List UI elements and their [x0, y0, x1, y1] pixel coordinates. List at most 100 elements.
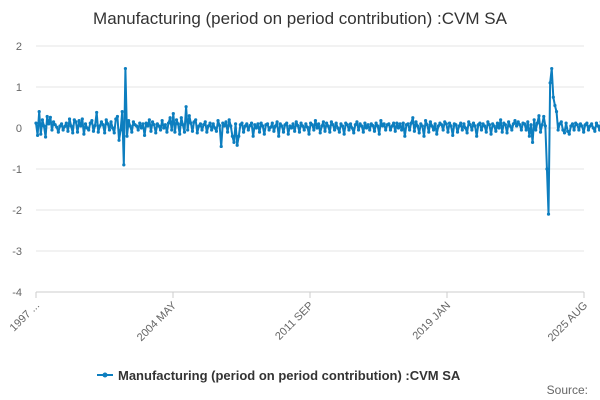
data-point[interactable]	[74, 120, 78, 124]
data-point[interactable]	[470, 128, 474, 132]
data-point[interactable]	[233, 122, 238, 126]
data-point[interactable]	[313, 119, 318, 123]
data-point[interactable]	[130, 130, 134, 134]
data-point[interactable]	[63, 124, 67, 128]
data-point[interactable]	[479, 128, 484, 132]
data-point[interactable]	[428, 120, 432, 124]
data-point[interactable]	[423, 119, 428, 123]
data-point[interactable]	[554, 110, 559, 114]
data-point[interactable]	[136, 128, 140, 132]
data-point[interactable]	[546, 212, 551, 216]
data-point[interactable]	[218, 123, 222, 128]
data-point[interactable]	[321, 120, 325, 124]
data-point[interactable]	[366, 123, 370, 127]
data-point[interactable]	[211, 122, 215, 126]
data-point[interactable]	[332, 128, 337, 132]
data-point[interactable]	[64, 121, 68, 125]
data-point[interactable]	[71, 131, 75, 135]
data-point[interactable]	[43, 135, 48, 139]
data-point[interactable]	[111, 126, 115, 130]
data-point[interactable]	[254, 126, 258, 130]
data-point[interactable]	[104, 118, 108, 122]
data-point[interactable]	[294, 120, 298, 124]
data-point[interactable]	[40, 118, 44, 122]
data-point[interactable]	[475, 134, 479, 138]
data-point[interactable]	[451, 133, 455, 137]
data-point[interactable]	[420, 124, 424, 128]
data-point[interactable]	[229, 124, 233, 128]
data-point[interactable]	[516, 120, 520, 124]
data-point[interactable]	[222, 124, 227, 128]
data-point[interactable]	[427, 130, 431, 134]
data-point[interactable]	[125, 134, 129, 138]
data-point[interactable]	[50, 128, 54, 132]
data-point[interactable]	[227, 118, 231, 122]
data-point[interactable]	[392, 121, 396, 125]
data-point[interactable]	[582, 130, 586, 134]
data-point[interactable]	[230, 134, 234, 138]
data-point[interactable]	[508, 124, 512, 128]
data-point[interactable]	[529, 123, 533, 127]
data-point[interactable]	[561, 128, 565, 132]
data-point[interactable]	[596, 124, 600, 128]
data-point[interactable]	[163, 123, 167, 127]
data-point[interactable]	[285, 121, 289, 125]
data-point[interactable]	[36, 133, 40, 137]
data-point[interactable]	[329, 120, 333, 124]
data-point[interactable]	[342, 132, 346, 136]
data-point[interactable]	[262, 132, 266, 136]
data-point[interactable]	[112, 131, 116, 135]
data-point[interactable]	[273, 124, 278, 128]
data-point[interactable]	[494, 129, 498, 133]
data-point[interactable]	[302, 128, 306, 132]
data-point[interactable]	[577, 128, 581, 132]
data-point[interactable]	[173, 130, 177, 134]
data-point[interactable]	[376, 124, 380, 128]
data-point[interactable]	[591, 126, 595, 130]
data-point[interactable]	[347, 128, 351, 132]
data-point[interactable]	[431, 128, 436, 132]
data-point[interactable]	[522, 122, 527, 126]
data-point[interactable]	[403, 134, 407, 138]
data-point[interactable]	[337, 130, 341, 134]
data-point[interactable]	[538, 130, 543, 134]
data-point[interactable]	[465, 131, 469, 135]
data-point[interactable]	[478, 121, 482, 125]
data-point[interactable]	[160, 119, 164, 123]
data-point[interactable]	[447, 121, 452, 125]
data-point[interactable]	[363, 121, 367, 125]
data-point[interactable]	[352, 131, 356, 135]
data-point[interactable]	[181, 123, 185, 127]
data-point[interactable]	[269, 125, 273, 129]
data-point[interactable]	[249, 121, 254, 125]
data-point[interactable]	[312, 128, 316, 132]
data-point[interactable]	[127, 119, 131, 123]
data-point[interactable]	[371, 123, 375, 128]
data-point[interactable]	[483, 124, 487, 128]
data-point[interactable]	[232, 140, 236, 144]
data-point[interactable]	[511, 122, 516, 126]
data-point[interactable]	[61, 128, 65, 132]
data-point[interactable]	[487, 123, 492, 127]
data-point[interactable]	[237, 134, 241, 138]
data-point[interactable]	[53, 123, 57, 127]
data-point[interactable]	[361, 130, 365, 134]
data-point[interactable]	[585, 121, 589, 125]
data-point[interactable]	[280, 124, 284, 128]
data-point[interactable]	[542, 114, 546, 119]
data-point[interactable]	[433, 122, 437, 126]
data-point[interactable]	[390, 124, 394, 128]
data-point[interactable]	[158, 128, 163, 132]
data-point[interactable]	[550, 66, 554, 71]
data-point[interactable]	[106, 122, 110, 126]
data-point[interactable]	[526, 120, 530, 124]
data-point[interactable]	[203, 120, 207, 124]
data-point[interactable]	[530, 140, 535, 144]
data-point[interactable]	[454, 123, 458, 127]
data-point[interactable]	[154, 131, 158, 135]
data-point[interactable]	[98, 124, 102, 128]
data-point[interactable]	[318, 131, 322, 135]
data-point[interactable]	[45, 114, 49, 119]
data-point[interactable]	[115, 114, 120, 119]
data-point[interactable]	[184, 105, 188, 109]
